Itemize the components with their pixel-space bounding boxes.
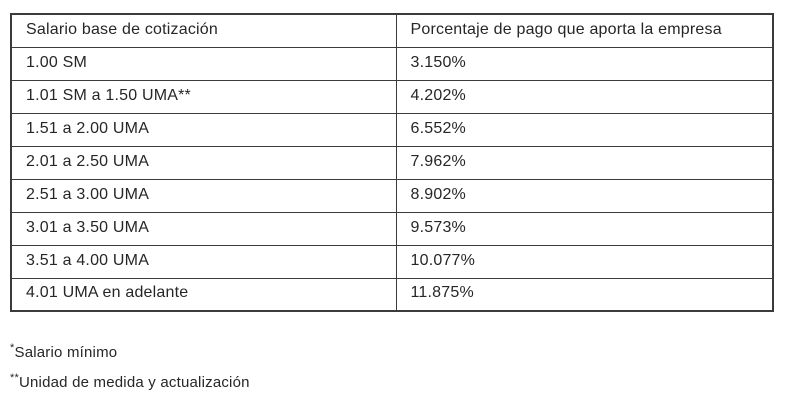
header-salario-base: Salario base de cotización <box>10 13 397 48</box>
table-row: 1.01 SM a 1.50 UMA** 4.202% <box>10 79 774 114</box>
header-porcentaje-pago: Porcentaje de pago que aporta la empresa <box>395 13 774 48</box>
table-row: 2.51 a 3.00 UMA 8.902% <box>10 178 774 213</box>
cell-salary-range: 2.01 a 2.50 UMA <box>10 145 397 180</box>
cell-percentage: 3.150% <box>395 46 774 81</box>
table-row: 3.01 a 3.50 UMA 9.573% <box>10 211 774 246</box>
cell-percentage: 11.875% <box>395 277 774 312</box>
cell-salary-range: 1.00 SM <box>10 46 397 81</box>
table-body: 1.00 SM 3.150% 1.01 SM a 1.50 UMA** 4.202% 1… <box>10 46 774 312</box>
cell-percentage: 7.962% <box>395 145 774 180</box>
cell-percentage: 4.202% <box>395 79 774 114</box>
footnotes: *Salario mínimo **Unidad de medida y actu… <box>10 338 250 398</box>
cell-salary-range: 1.01 SM a 1.50 UMA** <box>10 79 397 114</box>
footnote: *Salario mínimo <box>10 342 118 362</box>
cell-percentage: 10.077% <box>395 244 774 279</box>
cell-percentage: 8.902% <box>395 178 774 213</box>
cell-percentage: 6.552% <box>395 112 774 147</box>
cell-salary-range: 2.51 a 3.00 UMA <box>10 178 397 213</box>
table-row: 1.00 SM 3.150% <box>10 46 774 81</box>
footnote: **Unidad de medida y actualización <box>10 372 250 392</box>
cell-salary-range: 3.01 a 3.50 UMA <box>10 211 397 246</box>
table-header-row: Salario base de cotización Porcentaje de… <box>10 13 774 48</box>
cell-percentage: 9.573% <box>395 211 774 246</box>
table-row: 1.51 a 2.00 UMA 6.552% <box>10 112 774 147</box>
footnote-marker: * <box>10 342 15 354</box>
cell-salary-range: 1.51 a 2.00 UMA <box>10 112 397 147</box>
table-row: 4.01 UMA en adelante 11.875% <box>10 277 774 312</box>
table-row: 3.51 a 4.00 UMA 10.077% <box>10 244 774 279</box>
cell-salary-range: 3.51 a 4.00 UMA <box>10 244 397 279</box>
footnote-marker: ** <box>10 372 19 384</box>
contribution-rate-table: Salario base de cotización Porcentaje de… <box>10 13 774 312</box>
cell-salary-range: 4.01 UMA en adelante <box>10 277 397 312</box>
table-row: 2.01 a 2.50 UMA 7.962% <box>10 145 774 180</box>
